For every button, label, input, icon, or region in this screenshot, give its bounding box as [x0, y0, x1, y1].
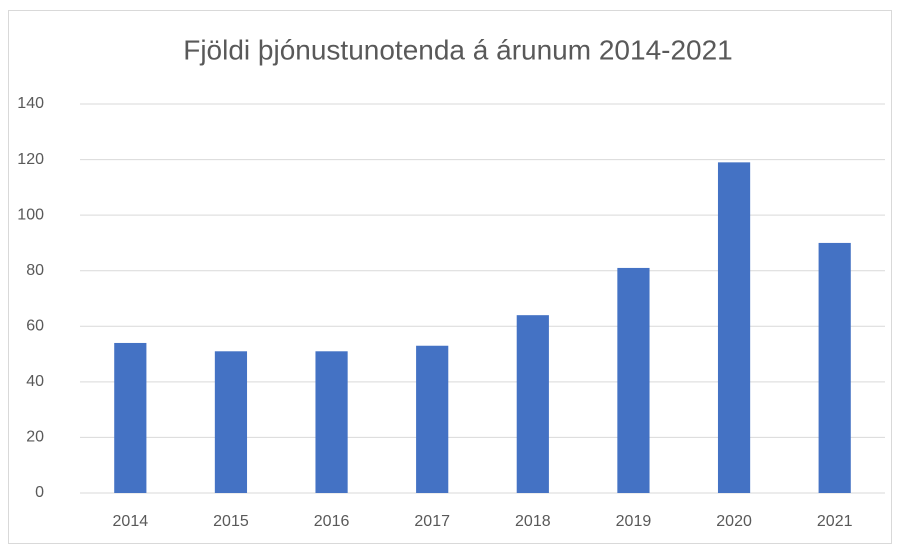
bar — [214, 351, 248, 493]
y-tick-label: 0 — [35, 484, 44, 501]
bar — [315, 351, 348, 493]
bar — [416, 345, 449, 493]
x-tick-label: 2021 — [817, 513, 853, 530]
y-tick-label: 40 — [26, 373, 44, 390]
x-tick-label: 2019 — [616, 513, 652, 530]
y-tick-label: 140 — [17, 95, 44, 112]
bar — [617, 267, 650, 493]
x-tick-label: 2017 — [414, 513, 450, 530]
y-tick-label: 60 — [26, 318, 44, 335]
y-tick-label: 80 — [26, 262, 44, 279]
x-tick-label: 2018 — [515, 513, 551, 530]
y-tick-label: 100 — [17, 206, 44, 223]
bar — [717, 162, 751, 493]
x-tick-label: 2016 — [314, 513, 350, 530]
bar — [114, 342, 147, 493]
x-tick-label: 2014 — [113, 513, 149, 530]
y-tick-label: 20 — [26, 429, 44, 446]
x-tick-label: 2015 — [213, 513, 249, 530]
chart-title: Fjöldi þjónustunotenda á árunum 2014-202… — [183, 34, 733, 65]
y-tick-label: 120 — [17, 151, 44, 168]
bar — [516, 315, 549, 493]
x-tick-label: 2020 — [716, 513, 752, 530]
bar — [818, 242, 851, 493]
